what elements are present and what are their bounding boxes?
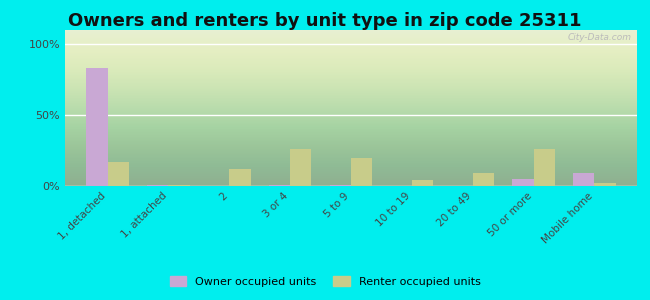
Bar [108,162,129,186]
Bar [269,185,290,186]
Bar [534,149,555,186]
Bar [594,183,616,186]
Legend: Owner occupied units, Renter occupied units: Owner occupied units, Renter occupied un… [165,272,485,291]
Text: Owners and renters by unit type in zip code 25311: Owners and renters by unit type in zip c… [68,12,582,30]
Bar [229,169,251,186]
Bar [351,158,372,186]
Bar [473,173,494,186]
Text: City-Data.com: City-Data.com [567,33,631,42]
Bar [412,180,433,186]
Bar [290,149,311,186]
Bar [147,184,168,186]
Bar [573,173,594,186]
Bar [86,68,108,186]
Bar [330,185,351,186]
Bar [512,179,534,186]
Bar [168,185,190,186]
